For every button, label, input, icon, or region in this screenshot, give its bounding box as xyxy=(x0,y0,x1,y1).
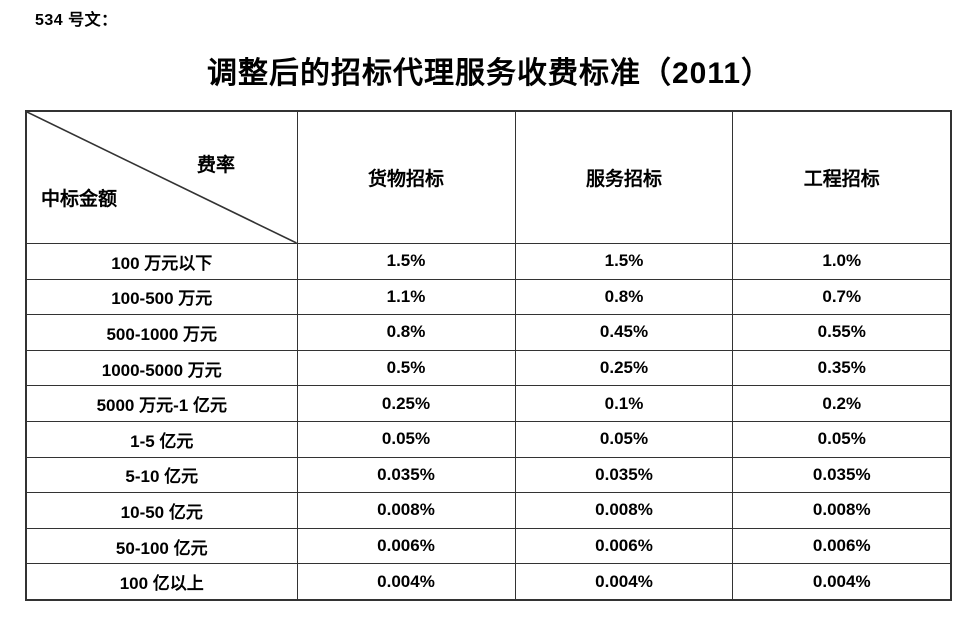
diagonal-divider-line xyxy=(27,112,297,243)
rate-cell: 0.25% xyxy=(514,349,734,387)
rate-cell: 0.008% xyxy=(296,492,516,529)
rate-cell: 1.5% xyxy=(296,243,516,280)
rate-cell: 1.1% xyxy=(296,278,516,316)
rate-cell: 0.1% xyxy=(514,385,734,422)
row-label: 50-100 亿元 xyxy=(25,527,298,565)
table-row: 5-10 亿元 0.035% 0.035% 0.035% xyxy=(25,456,952,494)
table-row: 1000-5000 万元 0.5% 0.25% 0.35% xyxy=(25,349,952,387)
rate-cell: 0.55% xyxy=(732,314,952,351)
rate-cell: 0.035% xyxy=(296,456,516,494)
rate-cell: 0.006% xyxy=(296,527,516,565)
rate-cell: 0.05% xyxy=(732,420,952,458)
fee-standard-table: 费率 中标金额 货物招标 服务招标 工程招标 100 万元以下 1.5% 1.5… xyxy=(25,110,952,601)
rate-cell: 0.7% xyxy=(732,278,952,316)
table-row: 10-50 亿元 0.008% 0.008% 0.008% xyxy=(25,492,952,529)
table-row: 1-5 亿元 0.05% 0.05% 0.05% xyxy=(25,420,952,458)
page-title: 调整后的招标代理服务收费标准（2011） xyxy=(206,57,773,90)
rate-cell: 0.004% xyxy=(296,563,516,601)
row-label: 500-1000 万元 xyxy=(25,314,298,351)
column-header-engineering: 工程招标 xyxy=(732,110,952,244)
rate-cell: 0.05% xyxy=(514,420,734,458)
rate-cell: 1.5% xyxy=(514,243,734,280)
rate-cell: 0.5% xyxy=(296,349,516,387)
rate-cell: 0.8% xyxy=(296,314,516,351)
rate-cell: 0.004% xyxy=(732,563,952,601)
rate-cell: 0.35% xyxy=(732,349,952,387)
table-row: 100 亿以上 0.004% 0.004% 0.004% xyxy=(25,563,952,601)
table-row: 500-1000 万元 0.8% 0.45% 0.55% xyxy=(25,314,952,351)
corner-header-cell: 费率 中标金额 xyxy=(25,110,298,244)
corner-rate-label: 费率 xyxy=(197,155,236,176)
row-label: 1-5 亿元 xyxy=(25,420,298,458)
doc-number-label: 534 号文： xyxy=(35,12,118,29)
row-label: 5-10 亿元 xyxy=(25,456,298,494)
row-label: 100-500 万元 xyxy=(25,278,298,316)
rate-cell: 0.25% xyxy=(296,385,516,422)
rate-cell: 0.006% xyxy=(732,527,952,565)
table-row: 100 万元以下 1.5% 1.5% 1.0% xyxy=(25,243,952,280)
rate-cell: 0.006% xyxy=(514,527,734,565)
row-label: 10-50 亿元 xyxy=(25,492,298,529)
rate-cell: 0.004% xyxy=(514,563,734,601)
table-row: 50-100 亿元 0.006% 0.006% 0.006% xyxy=(25,527,952,565)
rate-cell: 0.008% xyxy=(514,492,734,529)
column-header-goods: 货物招标 xyxy=(296,110,516,244)
rate-cell: 0.45% xyxy=(514,314,734,351)
rate-cell: 0.2% xyxy=(732,385,952,422)
rate-cell: 1.0% xyxy=(732,243,952,280)
rate-cell: 0.8% xyxy=(514,278,734,316)
rate-cell: 0.05% xyxy=(296,420,516,458)
rate-cell: 0.008% xyxy=(732,492,952,529)
rate-cell: 0.035% xyxy=(732,456,952,494)
header-row: 费率 中标金额 货物招标 服务招标 工程招标 xyxy=(25,110,952,244)
row-label: 100 万元以下 xyxy=(25,243,298,280)
table-row: 100-500 万元 1.1% 0.8% 0.7% xyxy=(25,278,952,316)
table-row: 5000 万元-1 亿元 0.25% 0.1% 0.2% xyxy=(25,385,952,422)
corner-amount-label: 中标金额 xyxy=(41,189,118,210)
row-label: 5000 万元-1 亿元 xyxy=(25,385,298,422)
row-label: 1000-5000 万元 xyxy=(25,349,298,387)
column-header-services: 服务招标 xyxy=(514,110,734,244)
row-label: 100 亿以上 xyxy=(25,563,298,601)
rate-cell: 0.035% xyxy=(514,456,734,494)
